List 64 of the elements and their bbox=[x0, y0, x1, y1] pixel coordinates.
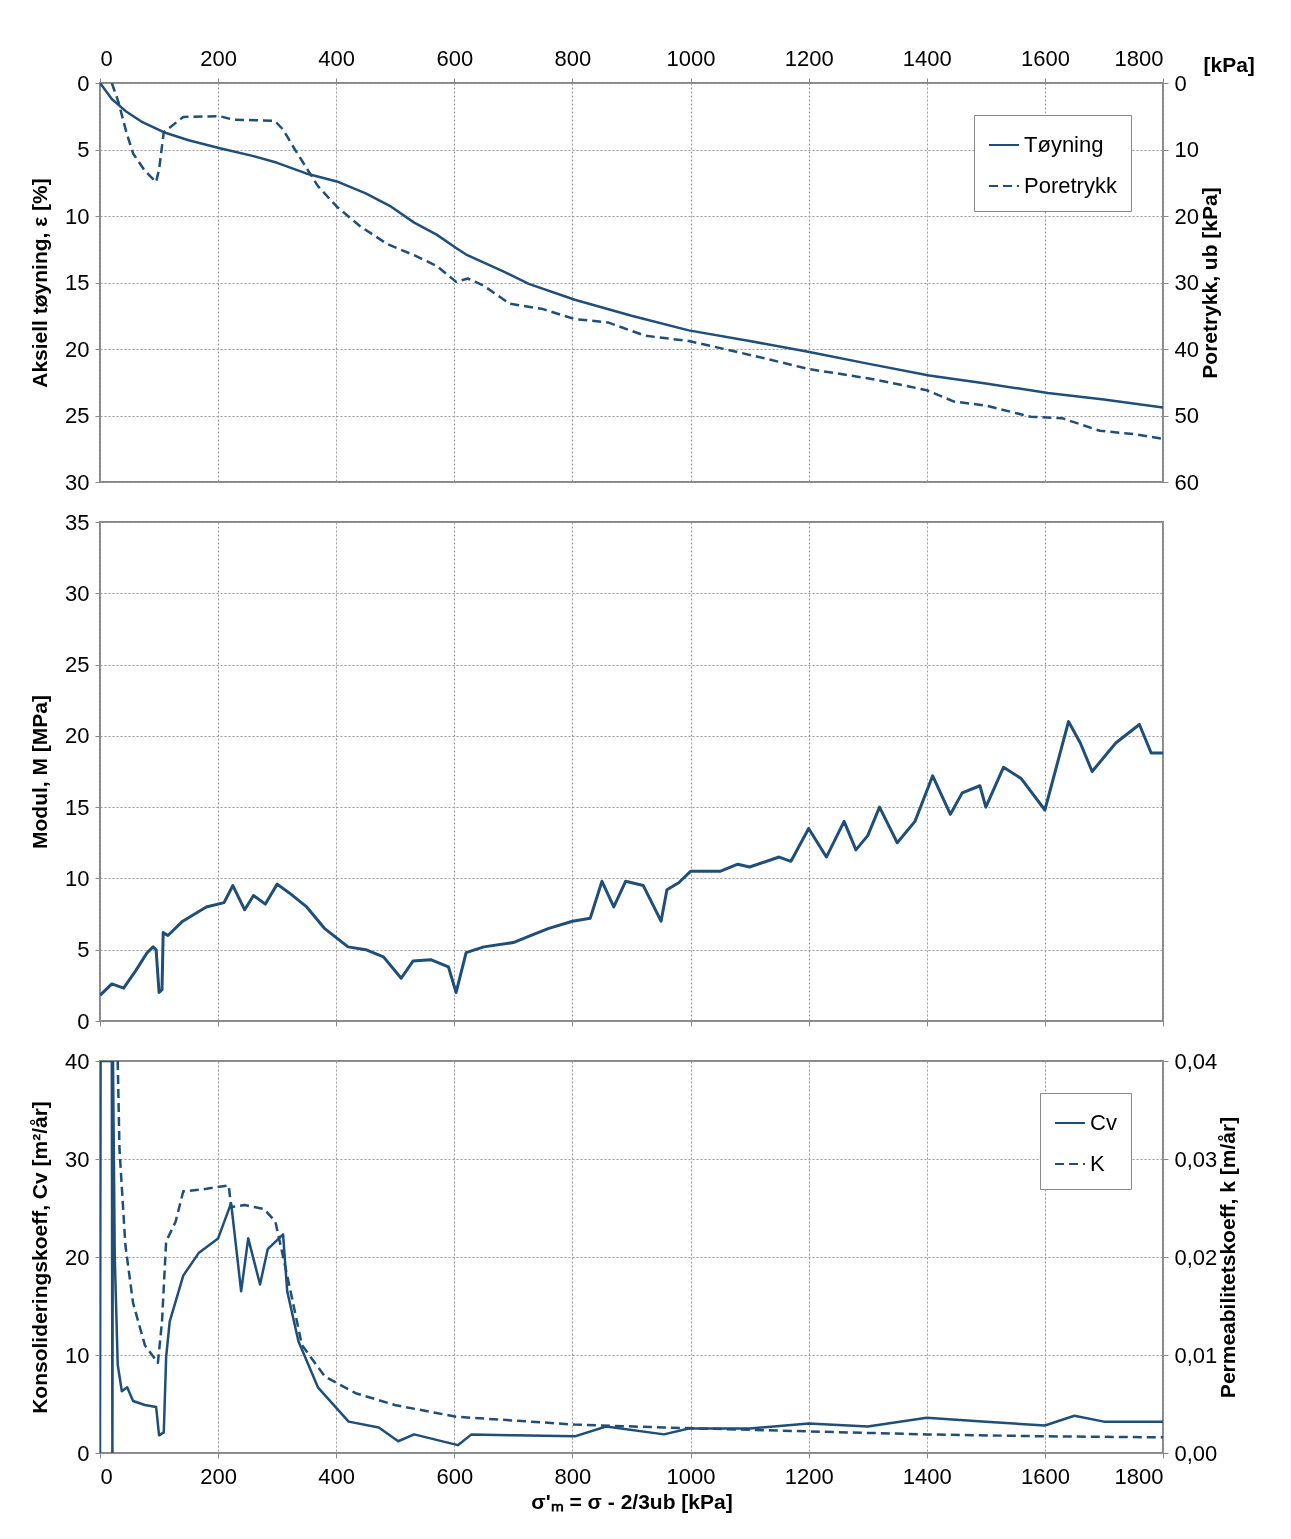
y2-axis-title: Poretrykk, ub [kPa] bbox=[1197, 187, 1221, 379]
y-axis-title: Modul, M [MPa] bbox=[28, 695, 52, 849]
y-tick-label: 30 bbox=[65, 1146, 90, 1172]
y2-tick-label: 60 bbox=[1174, 469, 1199, 495]
y-tick-label: 10 bbox=[65, 1342, 90, 1368]
y-tick-label: 30 bbox=[65, 580, 90, 606]
x-tick-label: 600 bbox=[436, 1463, 474, 1489]
y-tick-label: 20 bbox=[65, 336, 90, 362]
y2-tick-label: 20 bbox=[1174, 203, 1199, 229]
y-tick-label: 35 bbox=[65, 509, 90, 535]
y-tick-label: 10 bbox=[65, 203, 90, 229]
y-tick-label: 20 bbox=[65, 1244, 90, 1270]
x-tick-label: 800 bbox=[554, 45, 592, 71]
x-tick-label: 1600 bbox=[1020, 1463, 1070, 1489]
line-series bbox=[100, 720, 1163, 997]
x-tick-label: 0 bbox=[100, 1463, 113, 1489]
x-axis-title: σ'ₘ = σ - 2/3ub [kPa] bbox=[531, 1489, 733, 1513]
y2-tick-label: 0,03 bbox=[1174, 1146, 1218, 1172]
x-tick-label: 600 bbox=[436, 45, 474, 71]
y2-tick-label: 0,04 bbox=[1174, 1048, 1218, 1074]
y-tick-label: 0 bbox=[77, 70, 90, 96]
y2-axis-title: Permeabilitetskoeff, k [m/år] bbox=[1216, 1116, 1240, 1399]
y2-tick-label: 0,00 bbox=[1174, 1440, 1218, 1466]
x-tick-label: 1800 bbox=[1114, 45, 1164, 71]
x-tick-label: 400 bbox=[318, 1463, 356, 1489]
x-tick-label: 1000 bbox=[666, 45, 716, 71]
x-tick-label: 200 bbox=[200, 45, 237, 71]
legend-label: Tøyning bbox=[1024, 132, 1104, 157]
y-tick-label: 10 bbox=[65, 865, 90, 891]
x-tick-label: 1000 bbox=[666, 1463, 716, 1489]
y-tick-label: 30 bbox=[65, 469, 90, 495]
y-tick-label: 0 bbox=[77, 1008, 90, 1034]
y2-tick-label: 0,02 bbox=[1174, 1244, 1218, 1270]
y-tick-label: 5 bbox=[77, 937, 90, 963]
x-tick-label: 200 bbox=[200, 1463, 237, 1489]
x-tick-label: 1800 bbox=[1114, 1463, 1164, 1489]
y2-tick-label: 0,01 bbox=[1174, 1342, 1218, 1368]
x-tick-label: 1200 bbox=[784, 45, 834, 71]
y-axis-title: Konsolideringskoeff, Cv [m²/år] bbox=[28, 1101, 52, 1414]
y-tick-label: 0 bbox=[77, 1440, 90, 1466]
y-tick-label: 20 bbox=[65, 723, 90, 749]
y2-tick-label: 10 bbox=[1174, 137, 1199, 162]
y2-tick-label: 0 bbox=[1174, 70, 1187, 96]
x-tick-label: 1200 bbox=[784, 1463, 834, 1489]
x-tick-label: 1600 bbox=[1020, 45, 1070, 71]
x-axis-title: [kPa] bbox=[1203, 52, 1255, 76]
x-tick-label: 0 bbox=[100, 45, 113, 71]
y-tick-label: 40 bbox=[65, 1048, 90, 1074]
legend-label: Poretrykk bbox=[1024, 173, 1118, 198]
x-tick-label: 800 bbox=[554, 1463, 592, 1489]
y-tick-label: 25 bbox=[65, 652, 90, 678]
legend-label: Cv bbox=[1090, 1110, 1117, 1135]
y-axis-title: Aksiell tøyning, ε [%] bbox=[28, 178, 52, 388]
y-tick-label: 15 bbox=[65, 270, 90, 295]
y-tick-label: 5 bbox=[77, 137, 90, 162]
y-tick-label: 25 bbox=[65, 403, 90, 428]
x-tick-label: 1400 bbox=[902, 1463, 952, 1489]
y2-tick-label: 40 bbox=[1174, 336, 1199, 362]
x-tick-label: 1400 bbox=[902, 45, 952, 71]
x-tick-label: 400 bbox=[318, 45, 356, 71]
y-tick-label: 15 bbox=[65, 794, 90, 820]
y2-tick-label: 30 bbox=[1174, 270, 1199, 295]
y2-tick-label: 50 bbox=[1174, 403, 1199, 428]
legend-label: K bbox=[1090, 1151, 1105, 1176]
